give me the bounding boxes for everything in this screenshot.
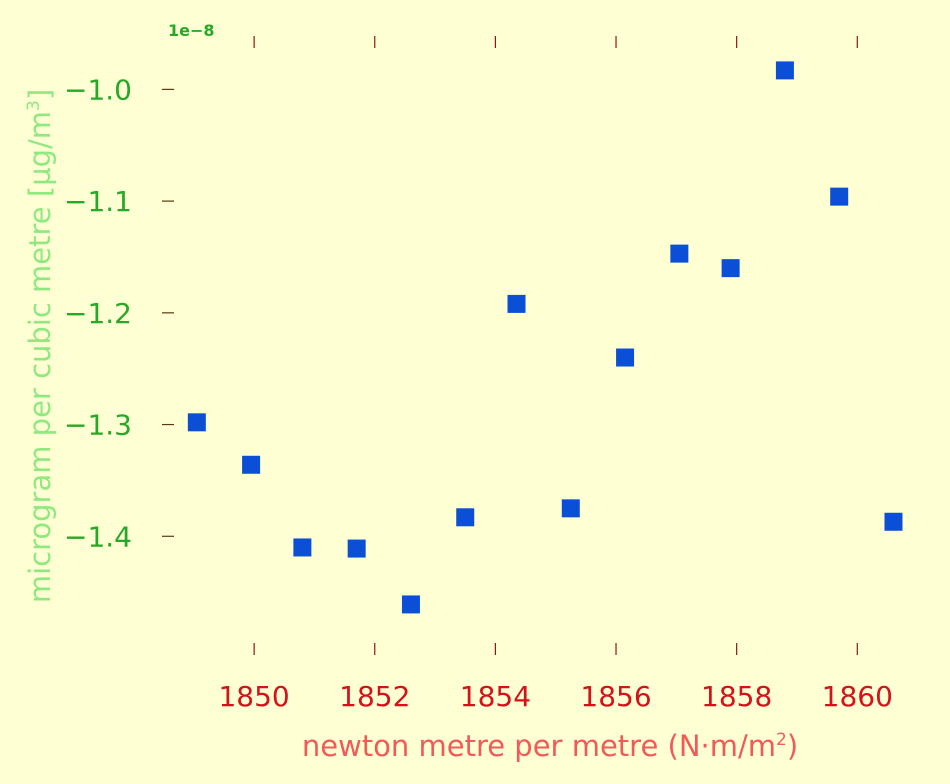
data-point bbox=[187, 413, 206, 432]
y-tick-label: −1.3 bbox=[64, 409, 132, 442]
data-point bbox=[401, 595, 420, 614]
y-axis-label-main: microgram per cubic metre [µg/m bbox=[23, 111, 57, 603]
data-point bbox=[242, 455, 261, 474]
x-axis-label-sup: 2 bbox=[776, 730, 787, 750]
data-point bbox=[775, 61, 794, 80]
x-tick-label: 1854 bbox=[460, 680, 531, 713]
y-axis-label: microgram per cubic metre [µg/m3] bbox=[23, 89, 57, 603]
y-offset-text: 1e−8 bbox=[168, 21, 215, 40]
data-point bbox=[721, 259, 740, 278]
x-tick-label: 1860 bbox=[822, 680, 893, 713]
data-point bbox=[561, 499, 580, 518]
y-tick-label: −1.4 bbox=[64, 520, 132, 553]
data-point bbox=[456, 508, 475, 527]
y-tick-label: −1.2 bbox=[64, 297, 132, 330]
data-point bbox=[830, 187, 849, 206]
x-axis-ticks: 1850 1852 1854 1856 1858 1860 bbox=[218, 36, 893, 713]
y-tick-label: −1.1 bbox=[64, 185, 132, 218]
data-point bbox=[507, 294, 526, 313]
x-tick-label: 1850 bbox=[218, 680, 289, 713]
x-axis-label-end: ) bbox=[787, 729, 798, 763]
data-point bbox=[293, 538, 312, 557]
x-axis-label: newton metre per metre (N·m/m2) bbox=[302, 729, 798, 763]
y-axis-label-sup: 3 bbox=[24, 100, 44, 111]
data-point bbox=[884, 512, 903, 531]
y-tick-label: −1.0 bbox=[64, 73, 132, 106]
data-point bbox=[670, 244, 689, 263]
data-point bbox=[347, 539, 366, 558]
data-point bbox=[616, 348, 635, 367]
x-axis-label-main: newton metre per metre (N·m/m bbox=[302, 729, 776, 763]
x-tick-label: 1856 bbox=[580, 680, 651, 713]
x-tick-label: 1852 bbox=[339, 680, 410, 713]
y-axis-label-end: ] bbox=[23, 89, 57, 100]
y-axis-ticks: −1.0 −1.1 −1.2 −1.3 −1.4 bbox=[64, 73, 174, 553]
data-points bbox=[187, 61, 903, 614]
x-tick-label: 1858 bbox=[701, 680, 772, 713]
